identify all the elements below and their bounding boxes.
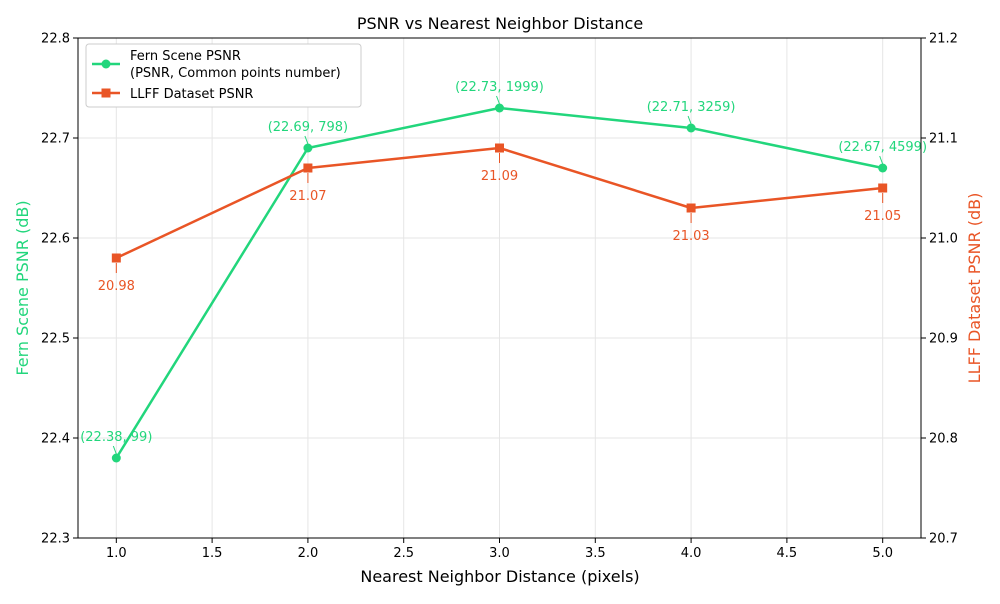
annotation-arrow-fern [687,115,692,125]
annotation-arrow-fern [304,135,309,145]
data-label-fern: (22.69, 798) [268,120,348,135]
grid [78,37,921,539]
legend-label-llff: LLFF Dataset PSNR [130,87,253,102]
y-left-tick-label: 22.5 [41,332,70,347]
x-tick-label: 1.5 [202,546,223,561]
y-left-tick-label: 22.6 [41,232,70,247]
legend-swatch-llff-marker [101,88,111,98]
y-left-tick-label: 22.3 [41,532,70,547]
x-tick-label: 3.5 [585,546,606,561]
x-tick-label: 4.5 [777,546,798,561]
data-label-llff: 21.03 [672,229,709,244]
y-right-tick-label: 20.7 [929,532,958,547]
y-right-axis-label: LLFF Dataset PSNR (dB) [965,193,984,384]
data-point-llff [111,253,121,263]
y-left-tick-label: 22.4 [41,432,70,447]
y-right-tick-label: 21.2 [929,32,958,47]
data-point-llff [495,143,504,153]
x-tick-label: 5.0 [872,546,893,561]
x-tick-label: 4.0 [681,546,702,561]
x-tick-label: 3.0 [489,546,510,561]
y-left-tick-label: 22.8 [41,32,70,47]
y-right-tick-label: 20.9 [929,332,958,347]
annotation-arrow-fern [496,95,500,105]
data-point-fern [111,453,121,463]
data-label-fern: (22.73, 1999) [455,80,544,95]
y-left-tick-label: 22.7 [41,132,70,147]
x-axis-label: Nearest Neighbor Distance (pixels) [360,567,639,586]
series-layer: (22.38, 99) (22.69, 798) (22.73, 1999) (22.… [80,80,927,463]
x-tick-label: 2.5 [393,546,414,561]
data-label-llff: 21.07 [289,189,326,204]
data-label-fern: (22.67, 4599) [838,140,927,155]
data-label-llff: 21.09 [481,169,518,184]
x-tick-label: 1.0 [106,546,127,561]
data-point-llff [878,183,888,193]
data-label-fern: (22.38, 99) [80,430,152,445]
data-point-fern [495,103,504,113]
y-right-tick-label: 21.1 [929,132,958,147]
data-point-llff [686,203,696,213]
annotation-arrow-fern [112,445,117,455]
legend-swatch-fern-marker [101,59,111,69]
legend-box [85,43,362,108]
data-label-llff: 20.98 [98,279,135,294]
data-point-fern [878,163,888,173]
annotation-arrow-fern [879,155,884,165]
data-point-llff [303,163,313,173]
data-point-fern [686,123,696,133]
chart-title: PSNR vs Nearest Neighbor Distance [357,14,643,33]
legend: Fern Scene PSNR (PSNR, Common points num… [85,43,362,108]
y-right-tick-label: 20.8 [929,432,958,447]
legend-label-fern-sub: (PSNR, Common points number) [130,66,341,81]
data-label-fern: (22.71, 3259) [647,100,736,115]
x-tick-label: 2.0 [298,546,319,561]
y-left-axis-label: Fern Scene PSNR (dB) [13,200,32,375]
legend-label-fern: Fern Scene PSNR [130,49,241,64]
axes: 1.0 1.5 2.0 2.5 3.0 3.5 4.0 4.5 5.0 22.3 22.4 22.5 2… [41,32,958,562]
y-right-tick-label: 21.0 [929,232,958,247]
data-point-fern [303,143,313,153]
data-label-llff: 21.05 [864,209,901,224]
